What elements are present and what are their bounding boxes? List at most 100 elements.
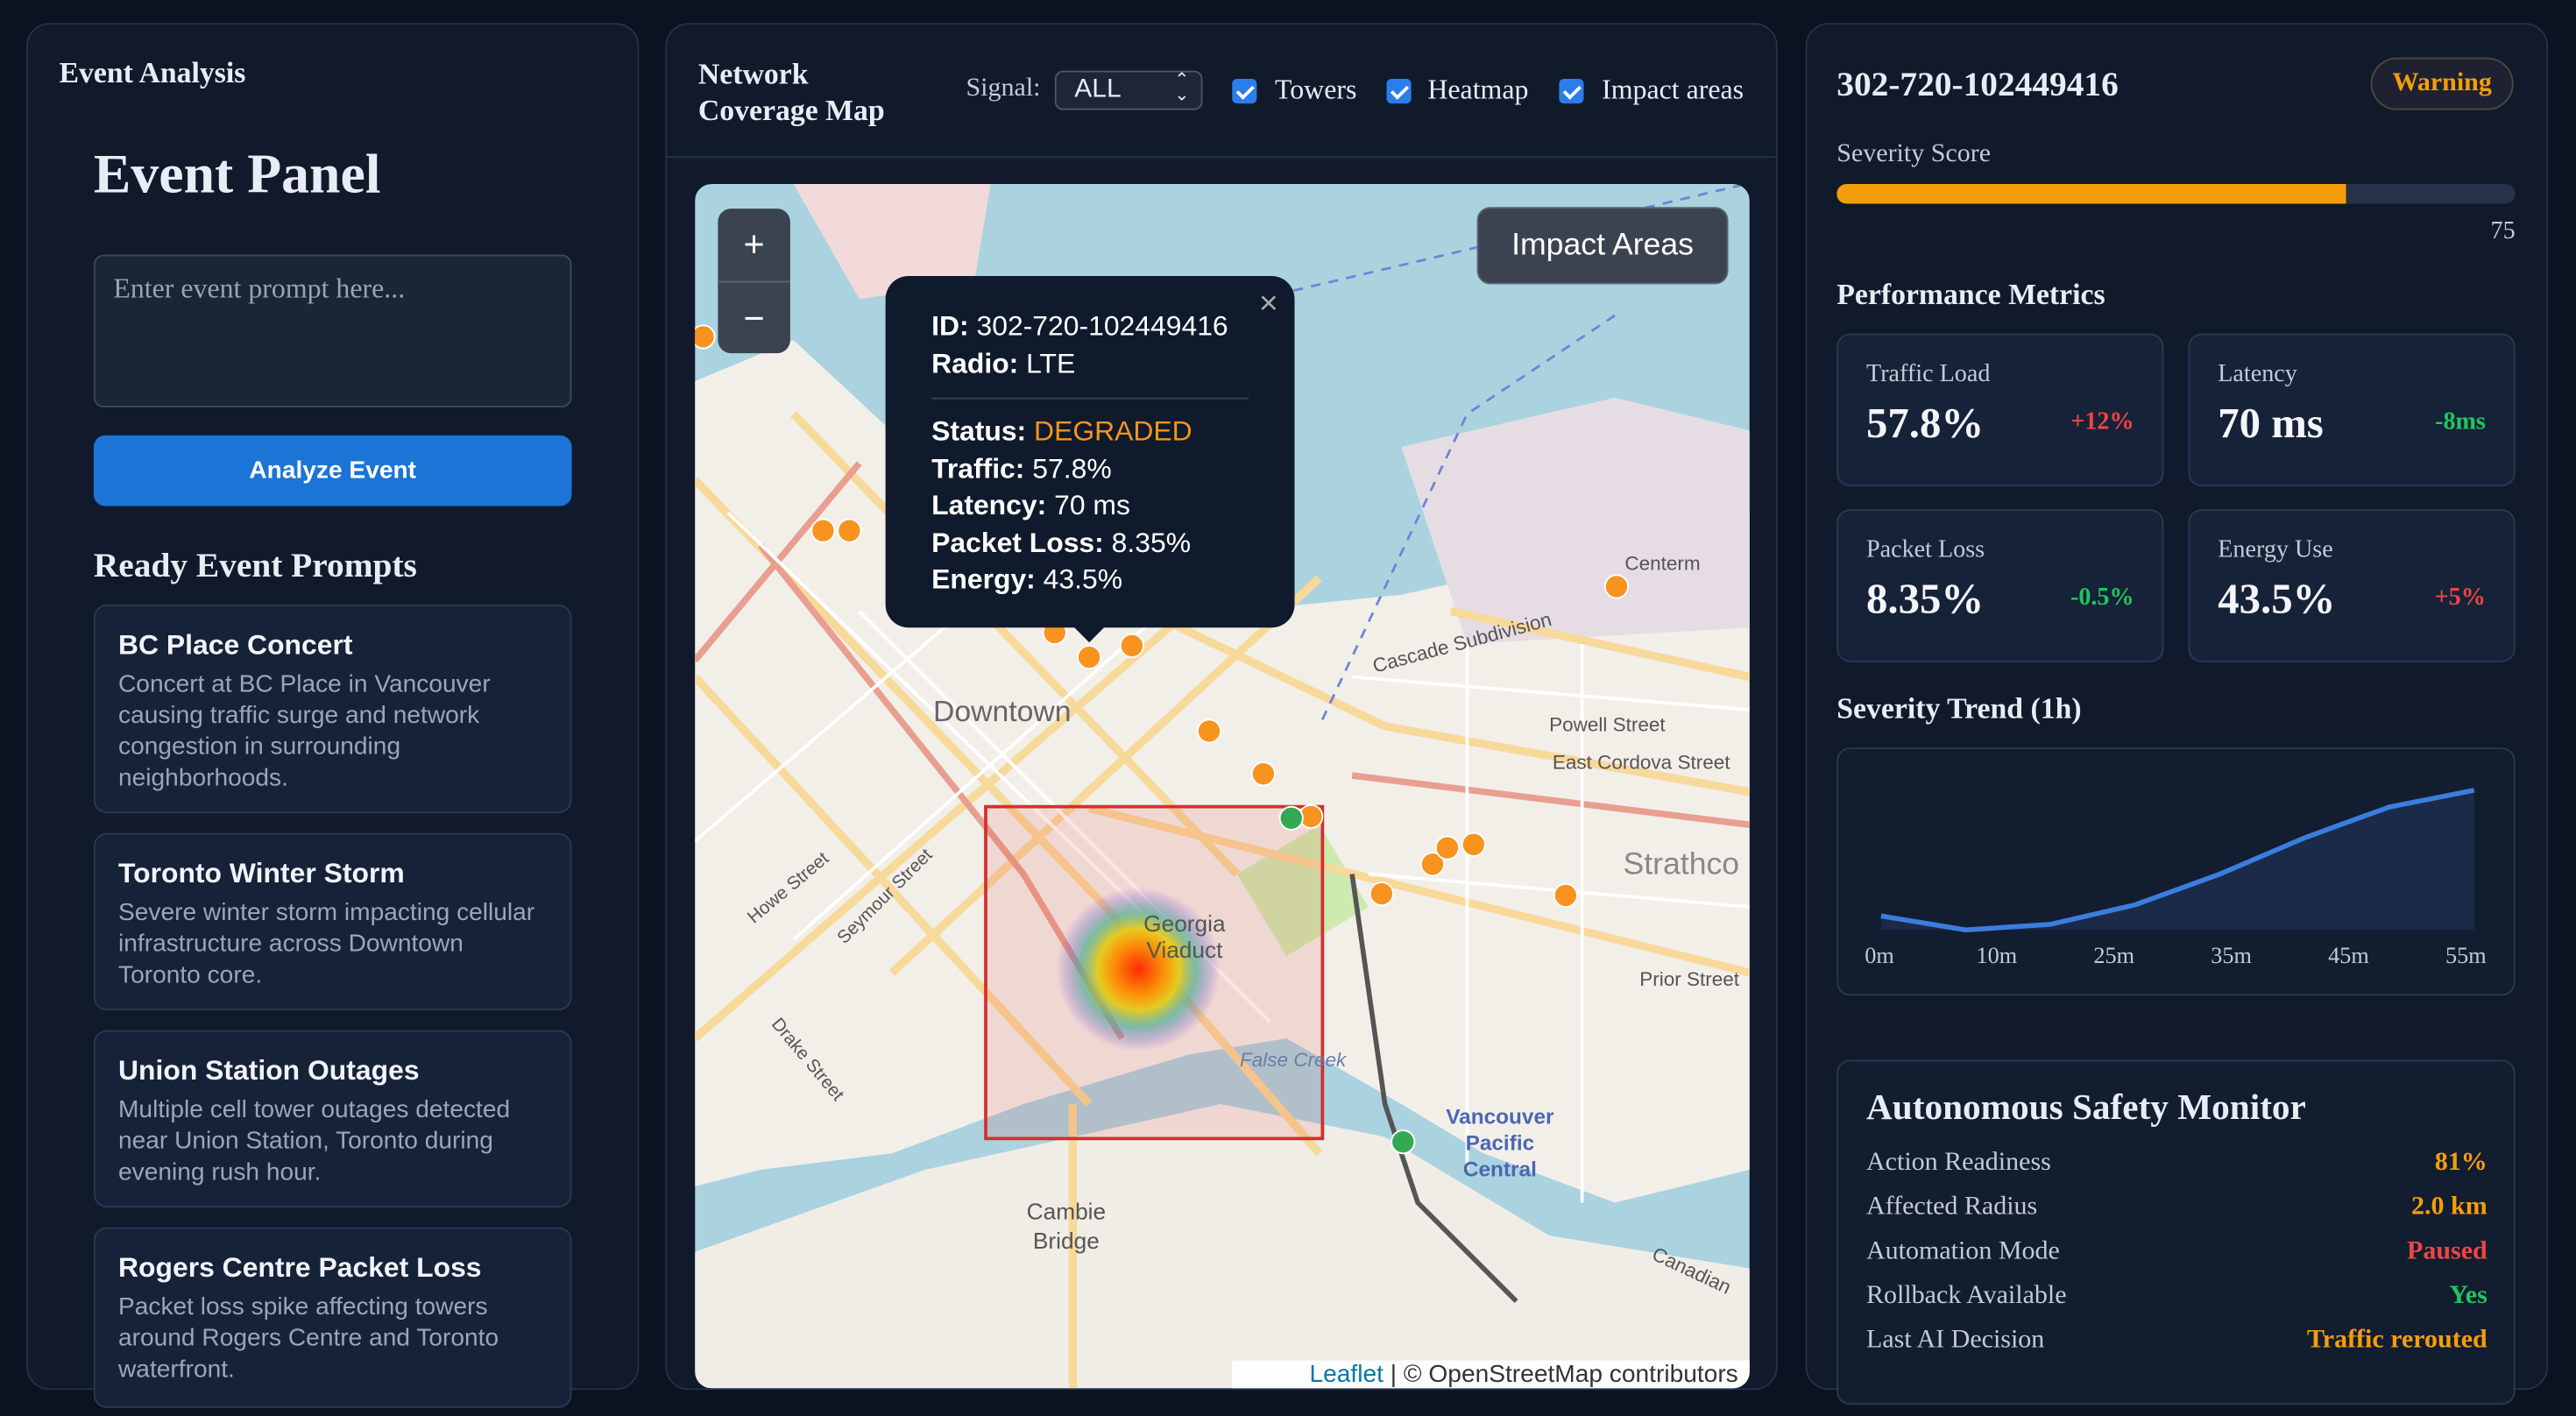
analyze-button[interactable]: Analyze Event (93, 435, 572, 506)
roads (695, 411, 1750, 1389)
prompt-description: Packet loss spike affecting towers aroun… (118, 1292, 499, 1384)
tower[interactable] (1603, 574, 1630, 599)
panel-title: Event Analysis (59, 55, 246, 89)
trend-x-label: 0m (1865, 943, 1894, 968)
metric-card: Energy Use 43.5% +5% (2188, 509, 2516, 662)
prompts-title: Ready Event Prompts (93, 545, 417, 585)
trend-area (1880, 789, 2474, 931)
land (695, 1104, 1750, 1389)
tower[interactable] (1553, 882, 1578, 908)
field-value: DEGRADED (1034, 415, 1192, 447)
toggle-label: Towers (1275, 74, 1357, 105)
prompt-card[interactable]: Rogers Centre Packet Loss Packet loss spi… (93, 1227, 572, 1408)
trend-x-label: 55m (2445, 943, 2487, 968)
field-value: 57.8% (1032, 452, 1112, 485)
impact-area[interactable] (984, 804, 1325, 1141)
field-label: Status: (931, 415, 1027, 447)
metric-card: Packet Loss 8.35% -0.5% (1836, 509, 2164, 662)
monitor-title: Autonomous Safety Monitor (1866, 1086, 2306, 1128)
tower[interactable] (1077, 644, 1102, 670)
zoom-in[interactable]: + (718, 209, 790, 283)
zoom-control: + − (718, 209, 790, 354)
prompt-title: Toronto Winter Storm (118, 857, 405, 889)
prompt-description: Multiple cell tower outages detected nea… (118, 1095, 511, 1186)
metric-value: 8.35% (1866, 575, 1985, 623)
tower[interactable] (695, 324, 716, 350)
map-label: Cambie (1027, 1198, 1106, 1224)
field-value: 8.35% (1111, 526, 1192, 558)
port (1401, 397, 1750, 644)
metric-delta: +12% (2070, 408, 2134, 435)
signal-label: Signal: (966, 74, 1041, 103)
towers-checkbox[interactable] (1232, 79, 1257, 104)
prompt-card[interactable]: BC Place Concert Concert at BC Place in V… (93, 605, 572, 814)
field-value: 302-720-102449416 (976, 310, 1228, 342)
tower[interactable] (1278, 805, 1304, 831)
heatmap-checkbox[interactable] (1386, 79, 1412, 104)
tower[interactable] (810, 518, 836, 543)
tower[interactable] (1461, 832, 1486, 857)
map-label: Downtown (933, 695, 1072, 728)
metric-value: 43.5% (2218, 575, 2336, 623)
trend-x-label: 35m (2211, 943, 2252, 968)
map-label: Vancouver (1446, 1106, 1554, 1129)
zoom-out[interactable]: − (743, 297, 765, 339)
tower[interactable] (1419, 852, 1446, 877)
monitor-value: 2.0 km (2411, 1193, 2488, 1221)
prompt-card[interactable]: Toronto Winter Storm Severe winter storm … (93, 832, 572, 1011)
impact-checkbox[interactable] (1559, 79, 1584, 104)
field-label: ID: (931, 310, 969, 342)
trend-title: Severity Trend (1h) (1836, 691, 2082, 725)
tower[interactable] (1250, 761, 1276, 787)
tower[interactable] (1391, 1129, 1416, 1155)
impact-areas-button[interactable]: Impact Areas (1476, 207, 1729, 285)
metrics-title: Performance Metrics (1836, 277, 2105, 311)
prompt-input[interactable]: Enter event prompt here... (93, 254, 572, 407)
monitor-label: Action Readiness (1866, 1148, 2051, 1177)
prompt-description: Severe winter storm impacting cellular i… (118, 898, 535, 989)
metric-delta: -0.5% (2070, 584, 2134, 612)
tower[interactable] (1369, 881, 1394, 907)
tower[interactable] (1119, 633, 1144, 658)
tower[interactable] (837, 518, 862, 543)
field-value: 70 ms (1054, 489, 1130, 521)
monitor-row: Affected Radius 2.0 km (1866, 1193, 2488, 1222)
field-label: Traffic: (931, 452, 1025, 485)
popup-close[interactable]: × (1258, 286, 1278, 322)
monitor-row: Automation Mode Paused (1866, 1237, 2488, 1267)
signal-select[interactable]: ALL ⌃ ⌄ (1054, 70, 1203, 110)
map-label: Pacific (1466, 1132, 1535, 1156)
monitor-row: Last AI Decision Traffic rerouted (1866, 1326, 2488, 1356)
map-label: Georgia (1143, 910, 1226, 937)
tower[interactable] (1434, 835, 1460, 860)
tower[interactable] (1196, 719, 1222, 744)
field-label: Energy: (931, 563, 1036, 595)
attribution-link[interactable]: Leaflet (1309, 1360, 1384, 1389)
popup-tip (1072, 626, 1106, 643)
metric-delta: -8ms (2435, 408, 2486, 435)
event-id: 302-720-102449416 (1836, 64, 2119, 104)
toggle-label: Heatmap (1427, 74, 1529, 105)
monitor-row: Rollback Available Yes (1866, 1282, 2488, 1312)
monitor-card (1836, 1059, 2516, 1405)
metric-value: 70 ms (2218, 399, 2324, 447)
metric-label: Latency (2218, 361, 2297, 388)
attribution-text: | © OpenStreetMap contributors (1390, 1360, 1738, 1389)
trend-chart: 0m 10m 25m 35m 45m 55m (1865, 788, 2487, 968)
monitor-value: Traffic rerouted (2306, 1326, 2488, 1354)
severity-track (1836, 184, 2516, 204)
prompt-card[interactable]: Union Station Outages Multiple cell tower… (93, 1030, 572, 1208)
monitor-label: Last AI Decision (1866, 1326, 2045, 1354)
map-title: Network Coverage Map (697, 57, 885, 127)
towers (695, 324, 1630, 1155)
metric-label: Packet Loss (1866, 537, 1985, 564)
heatmap (1056, 887, 1221, 1051)
monitor-label: Affected Radius (1866, 1193, 2038, 1221)
status-badge: Warning (2370, 57, 2514, 110)
divider (667, 156, 1776, 158)
map-label: Strathco (1624, 846, 1740, 881)
prompt-description: Concert at BC Place in Vancouver causing… (118, 670, 491, 792)
monitor-value: 81% (2434, 1148, 2488, 1177)
